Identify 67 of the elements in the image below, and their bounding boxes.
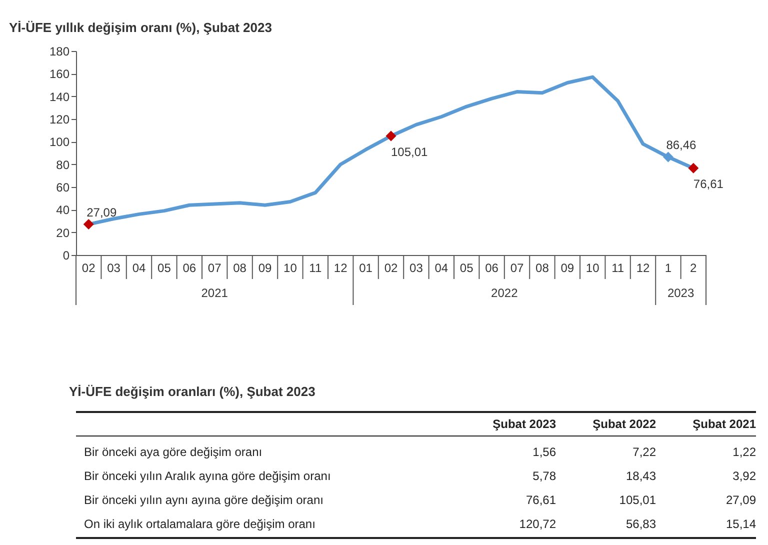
y-tick-label: 20	[56, 226, 70, 240]
x-tick-label: 05	[158, 261, 172, 275]
text: 15,14	[726, 517, 756, 531]
text: 120,72	[519, 517, 556, 531]
x-tick-label: 03	[410, 261, 424, 275]
y-tick-label: 60	[56, 180, 70, 194]
y-tick-label: 80	[56, 158, 70, 172]
x-tick-label: 08	[233, 261, 247, 275]
x-tick-label: 05	[460, 261, 474, 275]
x-tick-label: 1	[664, 261, 672, 275]
x-tick-label: 06	[485, 261, 499, 275]
x-tick-label: 11	[612, 261, 624, 275]
y-tick-label: 180	[49, 44, 70, 58]
text: 56,83	[626, 517, 656, 531]
text: Yİ-ÜFE değişim oranları (%), Şubat 2023	[69, 384, 316, 399]
text: 27,09	[726, 493, 756, 507]
x-tick-label: 2	[690, 261, 698, 275]
text: 2021	[201, 286, 228, 300]
category-label: Şubat 2023	[492, 417, 556, 431]
category-label: Şubat 2021	[692, 417, 756, 431]
x-tick-label: 07	[208, 261, 222, 275]
category-label: Bir önceki aya göre değişim oranı	[84, 445, 262, 459]
y-tick-label: 140	[49, 90, 70, 104]
category-label: On iki aylık ortalamalara göre değişim oranı	[84, 517, 316, 531]
x-tick-label: 03	[107, 261, 121, 275]
x-tick-label: 02	[82, 261, 96, 275]
text: 3,92	[732, 469, 756, 483]
chart-title: Yİ-ÜFE yıllık değişim oranı (%), Şubat 2023	[8, 20, 272, 35]
y-tick-label: 0	[62, 248, 70, 262]
y-tick-label: 160	[49, 67, 70, 82]
x-tick-label: 08	[536, 261, 550, 275]
x-tick-label: 02	[384, 261, 398, 275]
x-tick-label: 04	[132, 261, 146, 275]
text: 76,61	[526, 493, 556, 507]
point	[83, 219, 94, 230]
data-label: 105,01	[391, 144, 428, 159]
category-label: Bir önceki yılın Aralık ayına göre değişim oranı	[84, 469, 331, 483]
point	[662, 152, 674, 162]
x-tick-label: 06	[182, 261, 196, 275]
x-tick-label: 01	[359, 261, 373, 275]
text: 1,56	[532, 445, 556, 459]
text: 105,01	[619, 493, 656, 507]
text: 2022	[491, 286, 518, 300]
category-label: Şubat 2022	[592, 417, 656, 431]
y-tick-label: 40	[56, 203, 70, 218]
x-tick-label: 09	[560, 261, 574, 275]
y-tick-label: 120	[49, 112, 70, 126]
text: 5,78	[532, 469, 556, 483]
x-tick-label: 11	[309, 261, 322, 275]
x-tick-label: 10	[284, 261, 298, 275]
x-tick-label: 09	[258, 261, 272, 275]
data-label: 86,46	[666, 138, 697, 152]
text: 18,43	[626, 469, 656, 483]
point	[688, 162, 699, 174]
text: 1,22	[732, 445, 756, 459]
x-tick-label: 07	[510, 261, 524, 275]
x-tick-label: 10	[586, 261, 600, 275]
data-label: 27,09	[86, 205, 117, 220]
text: 7,22	[632, 445, 656, 459]
x-tick-label: 04	[434, 261, 448, 275]
x-tick-label: 12	[636, 261, 650, 275]
x-tick-label: 12	[334, 261, 348, 275]
data-label: 76,61	[693, 177, 724, 192]
text: 2023	[667, 286, 694, 300]
point	[386, 130, 396, 142]
category-label: Bir önceki yılın aynı ayına göre değişim oranı	[84, 493, 324, 507]
y-tick-label: 100	[49, 135, 70, 150]
